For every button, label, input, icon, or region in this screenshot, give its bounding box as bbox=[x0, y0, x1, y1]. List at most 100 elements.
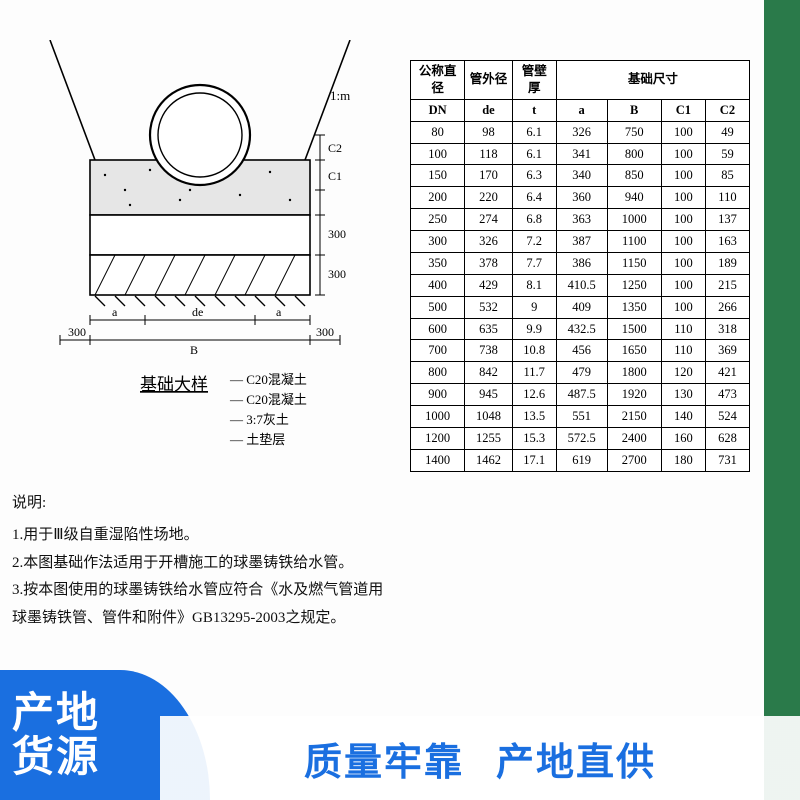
table-cell: 12.6 bbox=[512, 384, 556, 406]
table-cell: 456 bbox=[556, 340, 607, 362]
table-cell: 100 bbox=[661, 296, 705, 318]
dim-a1: a bbox=[112, 305, 118, 319]
table-cell: 387 bbox=[556, 231, 607, 253]
table-cell: 100 bbox=[661, 274, 705, 296]
promo-tagline: 质量牢靠 产地直供 bbox=[160, 716, 800, 800]
table-cell: 524 bbox=[705, 406, 749, 428]
table-cell: 130 bbox=[661, 384, 705, 406]
table-cell: 1800 bbox=[607, 362, 661, 384]
table-row: 1001186.134180010059 bbox=[411, 143, 750, 165]
table-cell: 572.5 bbox=[556, 427, 607, 449]
table-cell: 11.7 bbox=[512, 362, 556, 384]
table-row: 1000104813.55512150140524 bbox=[411, 406, 750, 428]
note-item: 2.本图基础作法适用于开槽施工的球墨铸铁给水管。 bbox=[12, 550, 392, 578]
table-cell: 6.8 bbox=[512, 209, 556, 231]
table-cell: 1400 bbox=[411, 449, 465, 471]
table-cell: 6.1 bbox=[512, 143, 556, 165]
th-sub: t bbox=[512, 99, 556, 121]
table-row: 1200125515.3572.52400160628 bbox=[411, 427, 750, 449]
promo-tag-2: 产地直供 bbox=[496, 731, 656, 786]
table-cell: 318 bbox=[705, 318, 749, 340]
dim-a2: a bbox=[276, 305, 282, 319]
dim-B: B bbox=[190, 343, 198, 357]
table-cell: 900 bbox=[411, 384, 465, 406]
table-cell: 160 bbox=[661, 427, 705, 449]
table-cell: 410.5 bbox=[556, 274, 607, 296]
legend-item: 3:7灰土 bbox=[230, 410, 307, 430]
table-cell: 49 bbox=[705, 121, 749, 143]
table-cell: 340 bbox=[556, 165, 607, 187]
table-cell: 1000 bbox=[607, 209, 661, 231]
table-cell: 731 bbox=[705, 449, 749, 471]
table-cell: 118 bbox=[465, 143, 512, 165]
table-cell: 189 bbox=[705, 252, 749, 274]
th: 管壁厚 bbox=[512, 61, 556, 100]
table-cell: 180 bbox=[661, 449, 705, 471]
table-cell: 1350 bbox=[607, 296, 661, 318]
table-cell: 8.1 bbox=[512, 274, 556, 296]
table-row: 1501706.334085010085 bbox=[411, 165, 750, 187]
dim-de: de bbox=[192, 305, 203, 319]
table-cell: 200 bbox=[411, 187, 465, 209]
notes-block: 说明: 1.用于Ⅲ级自重湿陷性场地。 2.本图基础作法适用于开槽施工的球墨铸铁给… bbox=[12, 490, 392, 633]
table-cell: 842 bbox=[465, 362, 512, 384]
table-cell: 700 bbox=[411, 340, 465, 362]
th-sub: de bbox=[465, 99, 512, 121]
table-cell: 1255 bbox=[465, 427, 512, 449]
table-cell: 386 bbox=[556, 252, 607, 274]
table-cell: 17.1 bbox=[512, 449, 556, 471]
slope-label: 1:m bbox=[330, 88, 350, 103]
table-cell: 800 bbox=[411, 362, 465, 384]
table-cell: 1150 bbox=[607, 252, 661, 274]
table-cell: 360 bbox=[556, 187, 607, 209]
dimension-table: 公称直径管外径管壁厚基础尺寸DNdetaBC1C280986.132675010… bbox=[410, 60, 750, 472]
table-cell: 326 bbox=[465, 231, 512, 253]
right-green-stripe bbox=[764, 0, 800, 800]
table-cell: 800 bbox=[607, 143, 661, 165]
dim-300r: 300 bbox=[316, 325, 334, 339]
table-row: 90094512.6487.51920130473 bbox=[411, 384, 750, 406]
table-cell: 100 bbox=[661, 209, 705, 231]
table-cell: 378 bbox=[465, 252, 512, 274]
table-cell: 274 bbox=[465, 209, 512, 231]
table-cell: 100 bbox=[661, 165, 705, 187]
table-cell: 628 bbox=[705, 427, 749, 449]
table-cell: 120 bbox=[661, 362, 705, 384]
table-row: 50053294091350100266 bbox=[411, 296, 750, 318]
table-cell: 300 bbox=[411, 231, 465, 253]
table-cell: 1200 bbox=[411, 427, 465, 449]
table-cell: 326 bbox=[556, 121, 607, 143]
table-cell: 738 bbox=[465, 340, 512, 362]
table-cell: 9 bbox=[512, 296, 556, 318]
table-cell: 140 bbox=[661, 406, 705, 428]
table-cell: 400 bbox=[411, 274, 465, 296]
table-row: 4004298.1410.51250100215 bbox=[411, 274, 750, 296]
document-page: 1:m bbox=[0, 0, 800, 800]
table-cell: 59 bbox=[705, 143, 749, 165]
table-cell: 170 bbox=[465, 165, 512, 187]
table-cell: 1920 bbox=[607, 384, 661, 406]
table-row: 80084211.74791800120421 bbox=[411, 362, 750, 384]
table-cell: 1650 bbox=[607, 340, 661, 362]
table-row: 2002206.4360940100110 bbox=[411, 187, 750, 209]
table-cell: 100 bbox=[661, 187, 705, 209]
table-cell: 2400 bbox=[607, 427, 661, 449]
table-cell: 215 bbox=[705, 274, 749, 296]
dim-300b: 300 bbox=[328, 267, 346, 281]
diagram-legend: C20混凝土 C20混凝土 3:7灰土 土垫层 bbox=[230, 370, 307, 451]
table-cell: 110 bbox=[661, 340, 705, 362]
table-cell: 1500 bbox=[607, 318, 661, 340]
table-cell: 940 bbox=[607, 187, 661, 209]
table-cell: 551 bbox=[556, 406, 607, 428]
table-cell: 350 bbox=[411, 252, 465, 274]
table-cell: 532 bbox=[465, 296, 512, 318]
table-row: 6006359.9432.51500110318 bbox=[411, 318, 750, 340]
table-cell: 409 bbox=[556, 296, 607, 318]
th: 管外径 bbox=[465, 61, 512, 100]
table-cell: 750 bbox=[607, 121, 661, 143]
table-cell: 110 bbox=[661, 318, 705, 340]
table-cell: 421 bbox=[705, 362, 749, 384]
table-row: 70073810.84561650110369 bbox=[411, 340, 750, 362]
table-cell: 600 bbox=[411, 318, 465, 340]
dim-c2: C2 bbox=[328, 141, 342, 155]
